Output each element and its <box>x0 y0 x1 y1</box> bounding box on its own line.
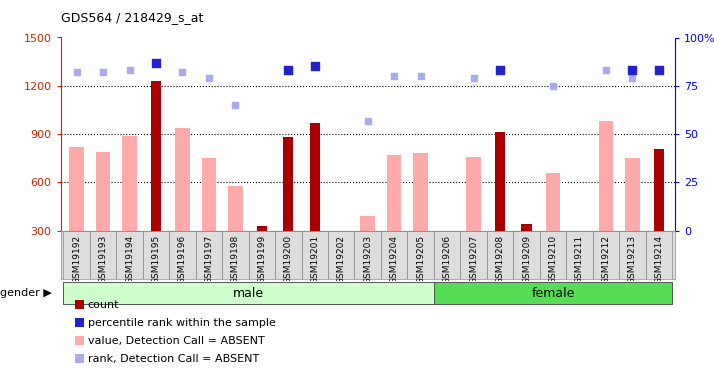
Point <box>547 83 558 89</box>
Bar <box>625 158 640 231</box>
Bar <box>248 231 275 279</box>
Text: GDS564 / 218429_s_at: GDS564 / 218429_s_at <box>61 11 203 24</box>
Bar <box>301 231 328 279</box>
Text: GSM19213: GSM19213 <box>628 234 637 284</box>
Point <box>627 75 638 81</box>
Bar <box>69 147 84 231</box>
Text: GSM19205: GSM19205 <box>416 234 425 284</box>
Point <box>283 68 294 74</box>
Bar <box>654 148 664 231</box>
Bar <box>122 136 137 231</box>
Text: GSM19202: GSM19202 <box>337 234 346 284</box>
Point <box>600 68 612 74</box>
Bar <box>283 137 293 231</box>
Bar <box>521 224 531 231</box>
Point <box>309 63 321 69</box>
Bar <box>354 231 381 279</box>
Bar <box>466 157 481 231</box>
Point <box>494 68 506 74</box>
Point <box>653 68 665 74</box>
Bar <box>257 226 267 231</box>
Text: GSM19211: GSM19211 <box>575 234 584 284</box>
Text: female: female <box>531 287 575 300</box>
Point <box>388 73 400 79</box>
Text: GSM19192: GSM19192 <box>72 234 81 284</box>
Text: rank, Detection Call = ABSENT: rank, Detection Call = ABSENT <box>88 354 259 364</box>
Text: GSM19200: GSM19200 <box>283 234 293 284</box>
Bar <box>495 132 505 231</box>
Text: gender ▶: gender ▶ <box>0 288 51 298</box>
Text: GSM19210: GSM19210 <box>548 234 558 284</box>
Bar <box>381 231 408 279</box>
Text: GSM19212: GSM19212 <box>601 234 610 284</box>
Point <box>124 68 135 74</box>
Text: GSM19194: GSM19194 <box>125 234 134 284</box>
Bar <box>566 231 593 279</box>
Point <box>627 68 638 74</box>
Bar <box>222 231 248 279</box>
Bar <box>310 123 320 231</box>
Text: GSM19208: GSM19208 <box>496 234 505 284</box>
Bar <box>387 155 401 231</box>
Text: GSM19209: GSM19209 <box>522 234 531 284</box>
Bar <box>90 231 116 279</box>
Bar <box>361 216 375 231</box>
Point <box>203 75 215 81</box>
Bar <box>645 231 672 279</box>
Point <box>177 69 188 75</box>
Bar <box>461 231 487 279</box>
Text: GSM19196: GSM19196 <box>178 234 187 284</box>
Text: GSM19199: GSM19199 <box>257 234 266 284</box>
Text: GSM19198: GSM19198 <box>231 234 240 284</box>
Text: GSM19206: GSM19206 <box>443 234 452 284</box>
Text: male: male <box>233 287 264 300</box>
Bar <box>413 153 428 231</box>
Bar <box>545 172 560 231</box>
Text: GSM19214: GSM19214 <box>654 234 663 284</box>
Text: percentile rank within the sample: percentile rank within the sample <box>88 318 276 328</box>
Bar <box>540 231 566 279</box>
Text: GSM19203: GSM19203 <box>363 234 372 284</box>
Text: count: count <box>88 300 119 310</box>
Bar <box>513 231 540 279</box>
Bar <box>143 231 169 279</box>
Bar <box>598 121 613 231</box>
Point <box>362 117 373 123</box>
Point <box>230 102 241 108</box>
Bar <box>196 231 222 279</box>
Bar <box>487 231 513 279</box>
Text: GSM19195: GSM19195 <box>151 234 161 284</box>
Bar <box>328 231 354 279</box>
Bar <box>96 152 111 231</box>
Text: GSM19197: GSM19197 <box>204 234 213 284</box>
Point <box>71 69 82 75</box>
Text: GSM19204: GSM19204 <box>390 234 398 284</box>
Bar <box>434 231 461 279</box>
Bar <box>64 231 90 279</box>
Text: GSM19201: GSM19201 <box>311 234 319 284</box>
Text: GSM19207: GSM19207 <box>469 234 478 284</box>
Bar <box>434 282 672 304</box>
Bar <box>228 186 243 231</box>
Bar <box>593 231 619 279</box>
Bar <box>64 282 434 304</box>
Bar <box>116 231 143 279</box>
Point <box>468 75 479 81</box>
Bar <box>169 231 196 279</box>
Point <box>97 69 109 75</box>
Bar <box>201 158 216 231</box>
Bar <box>619 231 645 279</box>
Text: value, Detection Call = ABSENT: value, Detection Call = ABSENT <box>88 336 265 346</box>
Bar <box>275 231 301 279</box>
Point <box>415 73 426 79</box>
Bar <box>175 128 190 231</box>
Point <box>150 60 161 66</box>
Bar <box>151 81 161 231</box>
Text: GSM19193: GSM19193 <box>99 234 108 284</box>
Bar <box>408 231 434 279</box>
